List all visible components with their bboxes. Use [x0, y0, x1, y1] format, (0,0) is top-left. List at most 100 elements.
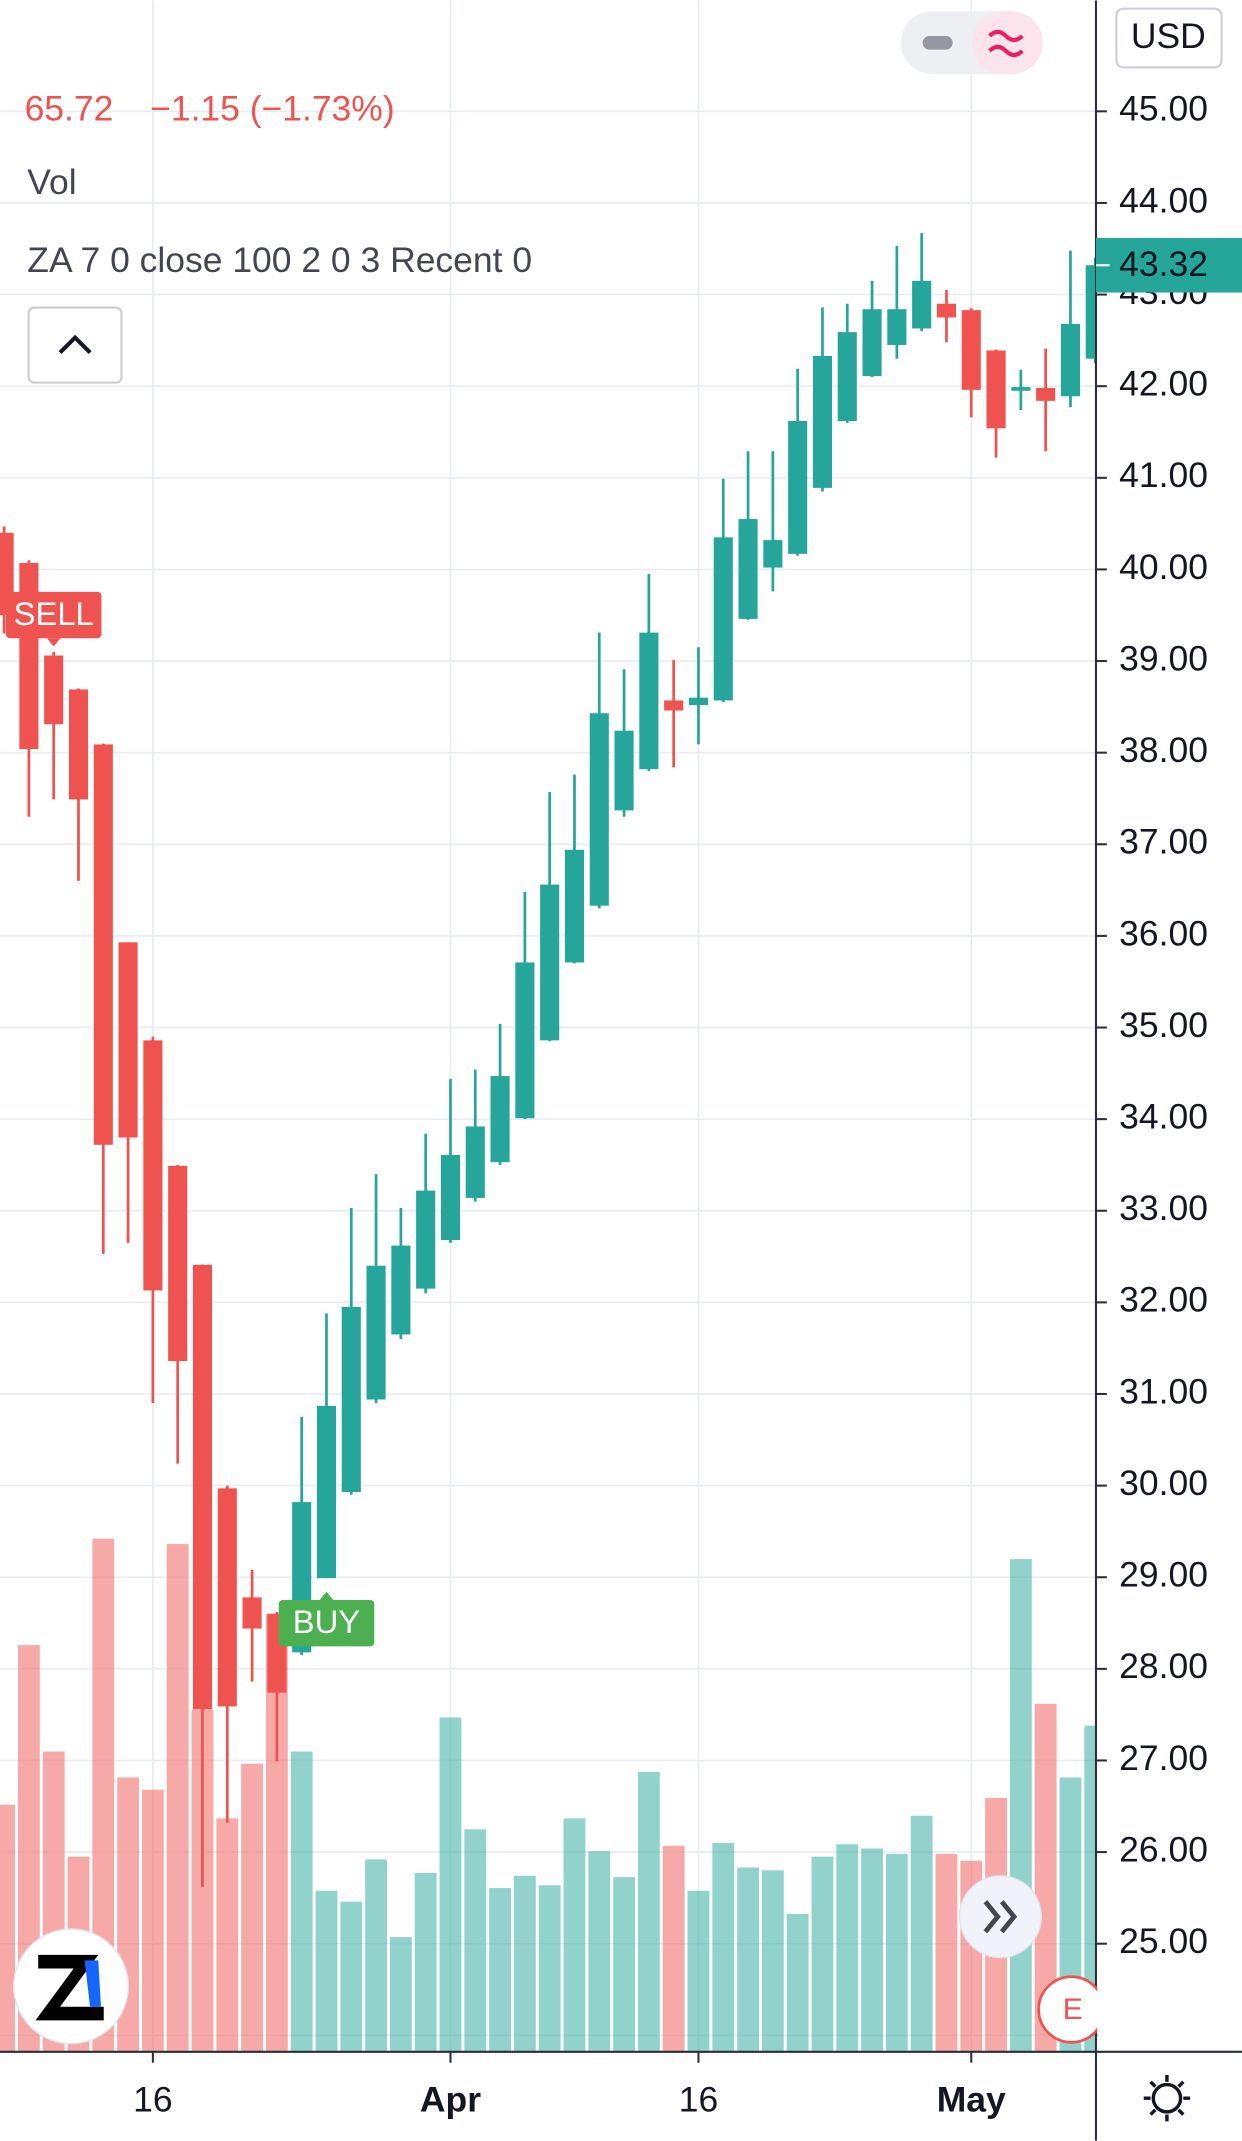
x-tick-label: 16	[133, 2080, 172, 2120]
currency-button[interactable]: USD	[1115, 7, 1223, 69]
currency-label: USD	[1131, 16, 1206, 56]
candle-body	[664, 700, 684, 711]
volume-bar	[389, 1937, 412, 2052]
candle-body	[217, 1488, 237, 1707]
candle-body	[168, 1165, 188, 1362]
signal-label: BUY	[293, 1603, 360, 1640]
toggle-active	[971, 11, 1043, 75]
candle-body	[440, 1154, 461, 1241]
candle-body	[986, 350, 1006, 429]
candle-body	[837, 332, 857, 421]
candle-body	[19, 563, 39, 749]
y-tick-label: 40.00	[1119, 547, 1208, 587]
last-price-tag	[1095, 237, 1242, 293]
candle-body	[93, 744, 113, 1145]
scroll-right-button[interactable]	[958, 1875, 1043, 1959]
candle-body	[936, 303, 957, 318]
logo-z	[35, 1954, 104, 2021]
volume-bar	[885, 1853, 908, 2052]
candle-body	[118, 942, 138, 1138]
candle-body	[366, 1265, 386, 1400]
logo-accent	[84, 1960, 101, 2007]
y-tick-label: 26.00	[1119, 1829, 1208, 1869]
volume-bar	[92, 1538, 115, 2052]
volume-bar	[786, 1913, 809, 2052]
y-tick-label: 39.00	[1119, 638, 1208, 678]
volume-bar	[166, 1544, 189, 2052]
signal-box	[5, 591, 102, 639]
toggle-wave-icon	[988, 29, 1024, 58]
legend-volume: Vol	[27, 162, 76, 202]
y-tick-label: 28.00	[1119, 1646, 1208, 1686]
volume-bar	[439, 1717, 462, 2052]
volume-bar	[935, 1853, 958, 2052]
candle-body	[1060, 323, 1081, 397]
candle-body	[515, 962, 535, 1119]
volume-bar	[290, 1751, 313, 2052]
chart-type-toggle[interactable]	[900, 11, 1043, 75]
signal-pointer	[319, 1591, 334, 1600]
y-tick-label: 35.00	[1119, 1005, 1208, 1045]
candle-body	[143, 1040, 163, 1291]
logo	[12, 1928, 129, 2045]
y-tick-label: 25.00	[1119, 1921, 1208, 1961]
candle-body	[316, 1405, 337, 1579]
volume-bar	[737, 1867, 759, 2052]
last-price-label: 43.32	[1119, 244, 1208, 284]
volume-bar	[464, 1829, 487, 2052]
earnings-badge[interactable]: E	[1037, 1975, 1106, 2044]
volume-bar	[241, 1763, 264, 2052]
volume-bar	[563, 1818, 586, 2052]
candle-body	[1036, 388, 1056, 401]
volume-bar	[315, 1890, 338, 2052]
volume-bar	[712, 1842, 735, 2052]
collapse-caret	[58, 334, 92, 355]
signal-pointer	[46, 638, 61, 647]
candle-body	[465, 1126, 485, 1198]
candle-body	[788, 421, 808, 554]
collapse-button[interactable]	[27, 306, 123, 384]
y-tick-label: 27.00	[1119, 1738, 1208, 1778]
y-tick-label: 41.00	[1119, 455, 1208, 495]
signal-layer: SELL BUY	[5, 591, 375, 1647]
signal-box	[278, 1599, 375, 1647]
volume-bar	[1034, 1703, 1057, 2052]
candle-body	[564, 849, 585, 963]
candle-body	[639, 632, 659, 770]
axes: 24.0025.0026.0027.0028.0029.0030.0031.00…	[133, 89, 1242, 2120]
candle-body	[812, 355, 833, 488]
currency-box[interactable]	[1115, 7, 1223, 69]
y-tick-label: 37.00	[1119, 822, 1208, 862]
candle-body	[887, 309, 907, 345]
x-tick-label: 16	[679, 2080, 718, 2120]
volume-bar	[489, 1888, 511, 2052]
volume-bar	[216, 1818, 239, 2052]
legend-indicator: ZA 7 0 close 100 2 0 3 Recent 0	[27, 240, 532, 280]
volume-bar	[588, 1851, 611, 2052]
x-tick-label: May	[937, 2080, 1006, 2120]
volume-bar	[811, 1856, 834, 2052]
volume-bar	[0, 1804, 16, 2052]
candle-body	[961, 310, 981, 390]
legend-price: 65.72	[25, 88, 114, 128]
volume-bar	[687, 1890, 710, 2052]
collapse-button-box[interactable]	[27, 306, 123, 384]
volume-bar	[513, 1875, 536, 2052]
candle-body	[192, 1264, 213, 1710]
volume-bar	[637, 1772, 660, 2052]
candle-body	[44, 655, 64, 725]
candle-body	[1011, 387, 1031, 391]
candle-body	[391, 1245, 411, 1335]
toggle-minus	[922, 35, 953, 50]
settings-icon-core[interactable]	[1151, 2082, 1183, 2114]
candle-body	[540, 884, 560, 1041]
volume-bar	[1084, 1725, 1096, 2052]
candle-body	[912, 280, 932, 329]
axis-cover	[1097, 1979, 1242, 2051]
y-tick-label: 32.00	[1119, 1280, 1208, 1320]
y-tick-label: 38.00	[1119, 730, 1208, 770]
y-tick-label: 30.00	[1119, 1463, 1208, 1503]
candle-body	[614, 730, 634, 811]
legend-change: −1.15 (−1.73%)	[150, 88, 395, 128]
